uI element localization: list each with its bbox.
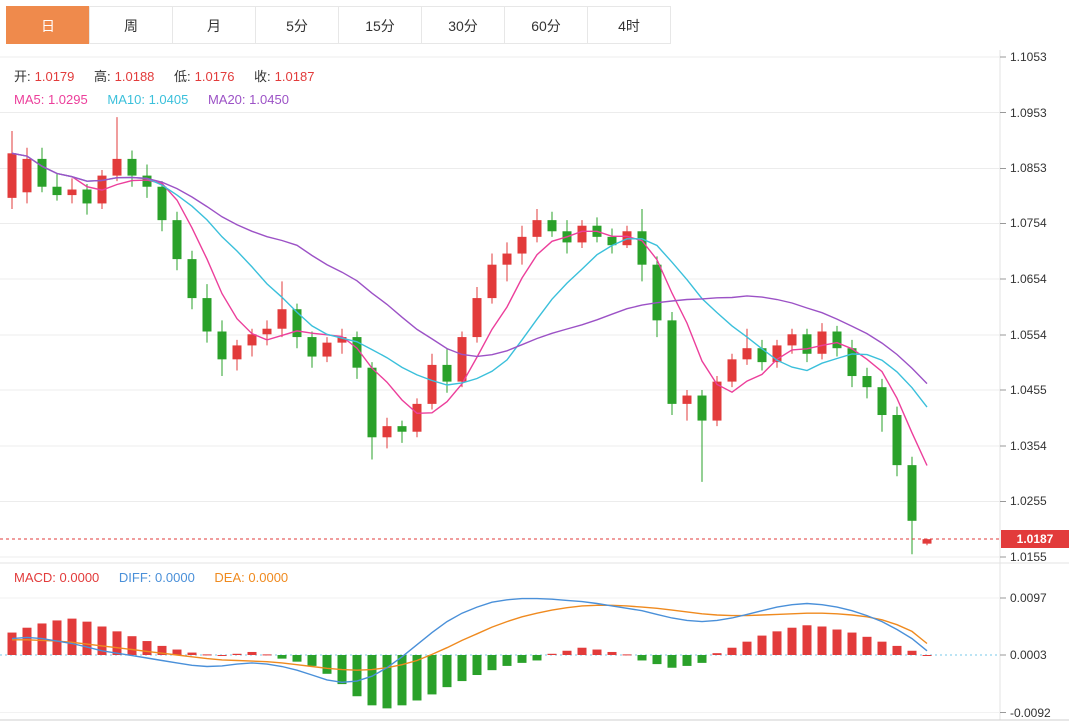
macd-readout: MACD: 0.0000 DIFF: 0.0000 DEA: 0.0000 <box>14 570 304 585</box>
close-label: 收: <box>254 69 271 84</box>
timeframe-tabbar: 日周月 5分 15分 30分 60分 4时 <box>6 6 671 44</box>
tab-60min[interactable]: 60分 <box>504 6 588 44</box>
low-group: 低: 1.0176 <box>174 69 234 84</box>
high-label: 高: <box>94 69 111 84</box>
tab-week[interactable]: 周 <box>89 6 173 44</box>
ma5-group: MA5: 1.0295 <box>14 92 88 107</box>
macd-axis-label: 0.0097 <box>1010 591 1047 605</box>
macd-axis-label: 0.0003 <box>1010 648 1047 662</box>
macd-axis-label: -0.0092 <box>1010 705 1051 720</box>
macd-label: MACD: <box>14 570 56 585</box>
price-axis-label: 1.0455 <box>1010 382 1047 397</box>
macd-group: MACD: 0.0000 <box>14 570 99 585</box>
price-axis-label: 1.0354 <box>1010 439 1047 454</box>
ma20-value: 1.0450 <box>249 92 289 107</box>
dea-value: 0.0000 <box>248 570 289 585</box>
ma-readout: MA5: 1.0295 MA10: 1.0405 MA20: 1.0450 <box>14 92 305 107</box>
price-axis-label: 1.0953 <box>1010 105 1047 120</box>
ma10-label: MA10: <box>107 92 145 107</box>
last-price-tag-text: 1.0187 <box>1016 532 1054 547</box>
dea-label: DEA: <box>214 570 245 585</box>
open-label: 开: <box>14 69 31 84</box>
macd-value: 0.0000 <box>59 570 100 585</box>
dea-group: DEA: 0.0000 <box>214 570 288 585</box>
tab-15min[interactable]: 15分 <box>338 6 422 44</box>
open-group: 开: 1.0179 <box>14 69 74 84</box>
high-value: 1.0188 <box>114 69 155 84</box>
tab-month[interactable]: 月 <box>172 6 256 44</box>
price-axis-label: 1.0155 <box>1010 550 1047 564</box>
tab-5min[interactable]: 5分 <box>255 6 339 44</box>
diff-value: 0.0000 <box>155 570 195 585</box>
price-axis-label: 1.0255 <box>1010 494 1047 509</box>
low-label: 低: <box>174 69 191 84</box>
ma10-value: 1.0405 <box>148 92 189 107</box>
high-group: 高: 1.0188 <box>94 69 154 84</box>
price-axis-label: 1.0853 <box>1010 161 1047 176</box>
price-axis-label: 1.0654 <box>1010 272 1047 287</box>
tab-4hour[interactable]: 4时 <box>587 6 671 44</box>
ma20-label: MA20: <box>207 92 246 107</box>
price-axis-label: 1.0754 <box>1010 216 1047 231</box>
diff-group: DIFF: 0.0000 <box>119 570 195 585</box>
last-price-tag: 1.0187 <box>1001 530 1069 549</box>
close-value: 1.0187 <box>274 69 315 84</box>
open-value: 1.0179 <box>34 69 75 84</box>
price-axis-label: 1.1053 <box>1010 50 1047 64</box>
ma20-group: MA20: 1.0450 <box>208 92 289 107</box>
low-value: 1.0176 <box>194 69 235 84</box>
ma5-label: MA5: <box>14 92 45 107</box>
tab-30min[interactable]: 30分 <box>421 6 505 44</box>
close-group: 收: 1.0187 <box>254 69 314 84</box>
ohlc-readout: 开: 1.0179 高: 1.0188 低: 1.0176 收: 1.0187 <box>14 66 330 85</box>
price-axis-label: 1.0554 <box>1010 327 1047 342</box>
tab-day[interactable]: 日 <box>6 6 90 44</box>
ma5-value: 1.0295 <box>47 92 88 107</box>
ma10-group: MA10: 1.0405 <box>107 92 188 107</box>
diff-label: DIFF: <box>118 570 152 585</box>
